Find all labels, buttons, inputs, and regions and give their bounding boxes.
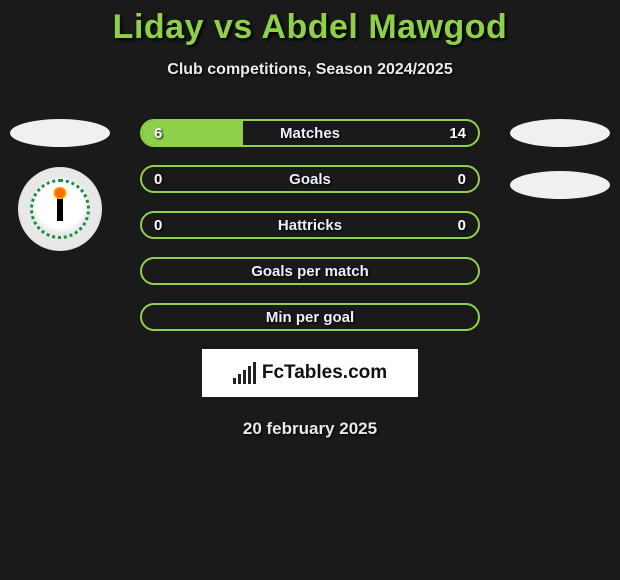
bar-chart-icon — [233, 362, 256, 384]
left-country-flag-placeholder — [10, 119, 110, 147]
left-club-badge — [18, 167, 102, 251]
brand-logo-box[interactable]: FcTables.com — [202, 349, 418, 397]
stat-label: Hattricks — [142, 213, 478, 237]
right-country-flag-placeholder — [510, 119, 610, 147]
right-club-badge-placeholder — [510, 171, 610, 199]
stat-label: Matches — [142, 121, 478, 145]
stat-bar-min-per-goal: Min per goal — [140, 303, 480, 331]
stat-bar-hattricks: 0 Hattricks 0 — [140, 211, 480, 239]
stat-label: Goals — [142, 167, 478, 191]
torch-icon — [57, 197, 63, 221]
left-player-column — [0, 119, 120, 251]
stat-bar-matches: 6 Matches 14 — [140, 119, 480, 147]
date-label: 20 february 2025 — [0, 419, 620, 439]
stat-value-right: 14 — [449, 121, 466, 145]
comparison-panel: 6 Matches 14 0 Goals 0 0 Hattricks 0 Goa… — [0, 119, 620, 439]
subtitle: Club competitions, Season 2024/2025 — [0, 61, 620, 79]
right-player-column — [500, 119, 620, 223]
stat-value-right: 0 — [458, 167, 466, 191]
stat-bars: 6 Matches 14 0 Goals 0 0 Hattricks 0 Goa… — [140, 119, 480, 331]
stat-bar-goals-per-match: Goals per match — [140, 257, 480, 285]
stat-label: Min per goal — [142, 305, 478, 329]
stat-bar-goals: 0 Goals 0 — [140, 165, 480, 193]
brand-text: FcTables.com — [262, 362, 387, 384]
stat-label: Goals per match — [142, 259, 478, 283]
stat-value-right: 0 — [458, 213, 466, 237]
page-title: Liday vs Abdel Mawgod — [0, 0, 620, 47]
